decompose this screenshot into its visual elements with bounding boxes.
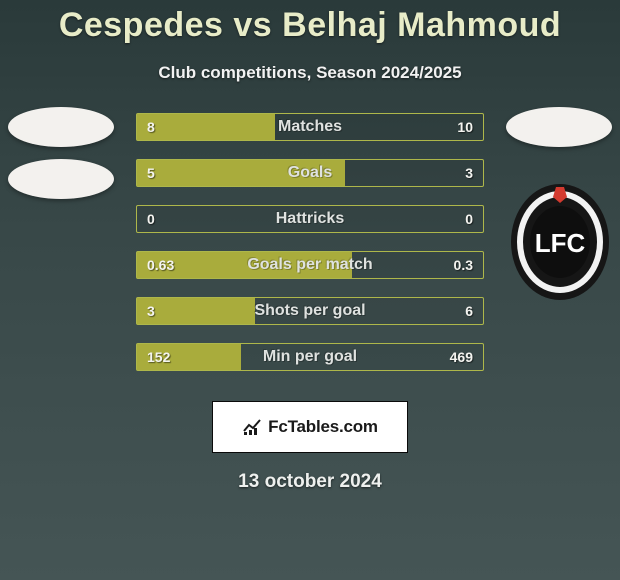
content: Cespedes vs Belhaj Mahmoud Club competit… xyxy=(0,0,620,493)
source-badge: FcTables.com xyxy=(212,401,408,453)
stat-row: 53Goals xyxy=(136,159,484,187)
stat-row: 36Shots per goal xyxy=(136,297,484,325)
stat-value-right: 6 xyxy=(465,298,473,324)
comparison-arena: LFC 810Matches 53Goals 0 0Hattricks 0.630.3G… xyxy=(0,113,620,393)
team-left-avatar xyxy=(8,159,114,199)
stats-icon xyxy=(242,417,262,437)
stat-bar-fill xyxy=(137,114,275,140)
stat-value-right: 0 xyxy=(465,206,473,232)
crest-letters: LFC xyxy=(535,228,586,258)
stat-label: Hattricks xyxy=(137,206,483,232)
stat-row: 152469Min per goal xyxy=(136,343,484,371)
stat-bar-fill xyxy=(137,252,352,278)
stat-bar-fill xyxy=(137,160,345,186)
stat-row: 0.630.3Goals per match xyxy=(136,251,484,279)
stat-value-right: 3 xyxy=(465,160,473,186)
stat-row: 810Matches xyxy=(136,113,484,141)
stat-value-right: 469 xyxy=(450,344,473,370)
stat-bar-fill xyxy=(137,344,241,370)
player-right-avatar xyxy=(506,107,612,147)
date: 13 october 2024 xyxy=(0,471,620,493)
team-right-crest: LFC xyxy=(510,183,610,301)
subtitle: Club competitions, Season 2024/2025 xyxy=(0,63,620,83)
page-title: Cespedes vs Belhaj Mahmoud xyxy=(0,0,620,45)
stat-value-right: 10 xyxy=(457,114,473,140)
stat-bar-fill xyxy=(137,298,255,324)
source-text: FcTables.com xyxy=(268,417,378,437)
bars-container: 810Matches 53Goals 0 0Hattricks 0.630.3Goals… xyxy=(136,113,484,389)
stat-row: 0 0Hattricks xyxy=(136,205,484,233)
stat-value-left: 0 xyxy=(147,206,155,232)
player-left-avatar xyxy=(8,107,114,147)
stat-value-right: 0.3 xyxy=(454,252,473,278)
